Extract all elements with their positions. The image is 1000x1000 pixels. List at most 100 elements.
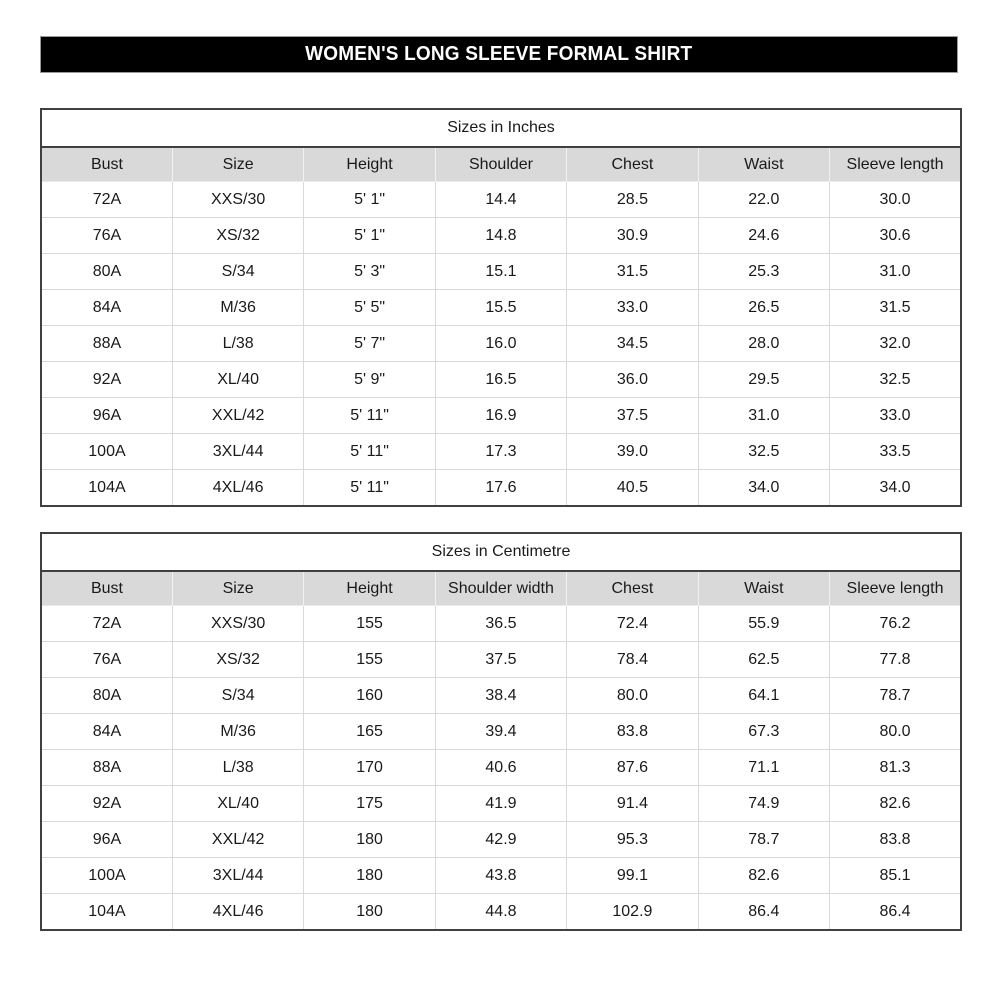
table-cell: 76A (41, 217, 173, 254)
column-header: Height (303, 147, 436, 182)
table-cell: 16.0 (434, 325, 567, 362)
table-cell: 77.8 (829, 641, 961, 678)
table-cell: XXS/30 (171, 605, 304, 642)
table-cell: 14.8 (434, 217, 567, 254)
table-cell: 28.0 (697, 325, 830, 362)
table-cell: 160 (303, 677, 436, 714)
table-cell: 5' 1" (303, 181, 436, 218)
table-cell: 39.0 (566, 433, 699, 470)
table-cell: 85.1 (829, 857, 961, 894)
table-cell: 155 (303, 641, 436, 678)
table-cell: 31.0 (697, 397, 830, 434)
column-header: Bust (41, 147, 173, 182)
column-header: Waist (697, 147, 830, 182)
table-cell: 39.4 (434, 713, 567, 750)
table-cell: 25.3 (697, 253, 830, 290)
table-cell: 17.3 (434, 433, 567, 470)
table-cell: 80A (41, 253, 173, 290)
column-header: Bust (41, 571, 173, 606)
centimetre-table-body: 72A XXS/30 155 36.5 72.4 55.9 76.2 76A XS/32 155 3… (41, 605, 961, 930)
table-cell: XXL/42 (171, 821, 304, 858)
table-cell: 92A (41, 361, 173, 398)
page-title: WOMEN'S LONG SLEEVE FORMAL SHIRT (305, 43, 693, 65)
centimetre-table-caption: Sizes in Centimetre (41, 533, 961, 572)
table-cell: 32.5 (829, 361, 961, 398)
table-cell: 175 (303, 785, 436, 822)
table-cell: S/34 (171, 253, 304, 290)
table-cell: 37.5 (434, 641, 567, 678)
table-cell: L/38 (171, 749, 304, 786)
table-cell: 5' 11" (303, 397, 436, 434)
inches-header-row: Bust Size Height Shoulder Chest Waist Sleeve l… (41, 147, 961, 182)
table-row: 76A XS/32 5' 1" 14.8 30.9 24.6 30.6 (41, 217, 961, 254)
table-row: 96A XXL/42 5' 11" 16.9 37.5 31.0 33.0 (41, 397, 961, 434)
table-cell: 17.6 (434, 469, 567, 506)
table-cell: 15.5 (434, 289, 567, 326)
table-cell: 5' 7" (303, 325, 436, 362)
table-cell: 5' 9" (303, 361, 436, 398)
table-row: 88A L/38 5' 7" 16.0 34.5 28.0 32.0 (41, 325, 961, 362)
table-row: 84A M/36 165 39.4 83.8 67.3 80.0 (41, 713, 961, 750)
table-cell: 5' 3" (303, 253, 436, 290)
table-cell: M/36 (171, 713, 304, 750)
table-cell: 5' 11" (303, 433, 436, 470)
table-cell: 80.0 (566, 677, 699, 714)
table-cell: XS/32 (171, 217, 304, 254)
table-cell: XXL/42 (171, 397, 304, 434)
table-row: 72A XXS/30 5' 1" 14.4 28.5 22.0 30.0 (41, 181, 961, 218)
table-cell: 76A (41, 641, 173, 678)
table-cell: 14.4 (434, 181, 567, 218)
table-cell: 96A (41, 397, 173, 434)
centimetre-header-row: Bust Size Height Shoulder width Chest Waist Sl… (41, 571, 961, 606)
table-cell: 84A (41, 289, 173, 326)
table-cell: 34.5 (566, 325, 699, 362)
table-cell: 22.0 (697, 181, 830, 218)
table-cell: 102.9 (566, 893, 699, 930)
table-cell: 83.8 (566, 713, 699, 750)
table-cell: 83.8 (829, 821, 961, 858)
table-cell: 28.5 (566, 181, 699, 218)
table-cell: 24.6 (697, 217, 830, 254)
table-cell: XL/40 (171, 361, 304, 398)
table-cell: 91.4 (566, 785, 699, 822)
column-header: Shoulder width (434, 571, 567, 606)
table-cell: 72A (41, 605, 173, 642)
table-cell: 84A (41, 713, 173, 750)
table-cell: 76.2 (829, 605, 961, 642)
table-cell: 5' 5" (303, 289, 436, 326)
table-cell: 5' 1" (303, 217, 436, 254)
table-row: 92A XL/40 175 41.9 91.4 74.9 82.6 (41, 785, 961, 822)
table-cell: 16.9 (434, 397, 567, 434)
table-cell: 31.5 (829, 289, 961, 326)
table-cell: 72.4 (566, 605, 699, 642)
table-cell: 5' 11" (303, 469, 436, 506)
table-cell: 80.0 (829, 713, 961, 750)
table-cell: 26.5 (697, 289, 830, 326)
table-cell: 36.0 (566, 361, 699, 398)
table-cell: 43.8 (434, 857, 567, 894)
column-header: Chest (566, 571, 699, 606)
table-cell: 42.9 (434, 821, 567, 858)
table-cell: 104A (41, 469, 173, 506)
table-cell: 180 (303, 821, 436, 858)
table-cell: 30.6 (829, 217, 961, 254)
table-cell: 4XL/46 (171, 469, 304, 506)
column-header: Chest (566, 147, 699, 182)
page-title-banner: WOMEN'S LONG SLEEVE FORMAL SHIRT (40, 36, 958, 73)
table-cell: 3XL/44 (171, 857, 304, 894)
column-header: Height (303, 571, 436, 606)
table-cell: 55.9 (697, 605, 830, 642)
table-cell: 33.0 (566, 289, 699, 326)
table-cell: 74.9 (697, 785, 830, 822)
table-cell: 44.8 (434, 893, 567, 930)
table-cell: 30.0 (829, 181, 961, 218)
table-cell: 88A (41, 325, 173, 362)
table-cell: 37.5 (566, 397, 699, 434)
table-row: 88A L/38 170 40.6 87.6 71.1 81.3 (41, 749, 961, 786)
centimetre-size-table: Sizes in Centimetre Bust Size Height Should… (40, 532, 962, 931)
table-cell: S/34 (171, 677, 304, 714)
table-cell: 86.4 (829, 893, 961, 930)
table-cell: 165 (303, 713, 436, 750)
table-cell: 170 (303, 749, 436, 786)
